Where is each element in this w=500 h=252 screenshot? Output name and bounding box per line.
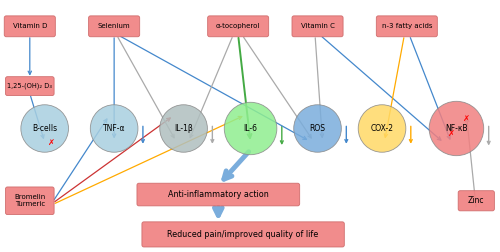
FancyBboxPatch shape (6, 187, 54, 215)
Text: B-cells: B-cells (32, 124, 57, 133)
Text: Reduced pain/improved quality of life: Reduced pain/improved quality of life (168, 230, 318, 239)
FancyBboxPatch shape (208, 16, 268, 37)
Text: n-3 fatty acids: n-3 fatty acids (382, 23, 432, 29)
Text: IL-6: IL-6 (244, 124, 258, 133)
FancyBboxPatch shape (458, 191, 494, 211)
Text: ✗: ✗ (447, 129, 454, 138)
Circle shape (224, 102, 277, 155)
FancyBboxPatch shape (292, 16, 343, 37)
Text: Anti-inflammatory action: Anti-inflammatory action (168, 190, 268, 199)
FancyBboxPatch shape (88, 16, 140, 37)
Text: Vitamin C: Vitamin C (300, 23, 334, 29)
Text: ✗: ✗ (462, 114, 469, 123)
FancyBboxPatch shape (142, 222, 344, 247)
Text: 1,25-(OH)₂ D₃: 1,25-(OH)₂ D₃ (8, 83, 52, 89)
Circle shape (160, 105, 208, 152)
Text: ROS: ROS (310, 124, 326, 133)
FancyBboxPatch shape (4, 16, 56, 37)
Circle shape (90, 105, 138, 152)
Text: Selenium: Selenium (98, 23, 130, 29)
Text: Bromelin
Turmeric: Bromelin Turmeric (14, 194, 46, 207)
Circle shape (21, 105, 68, 152)
Text: Zinc: Zinc (468, 196, 484, 205)
Text: α-tocopherol: α-tocopherol (216, 23, 260, 29)
Text: IL-1β: IL-1β (174, 124, 193, 133)
Circle shape (358, 105, 406, 152)
FancyBboxPatch shape (6, 77, 54, 96)
Text: TNF-α: TNF-α (103, 124, 126, 133)
Text: NF-κB: NF-κB (445, 124, 468, 133)
Text: COX-2: COX-2 (370, 124, 394, 133)
Circle shape (429, 101, 484, 156)
Text: ✗: ✗ (47, 138, 54, 147)
FancyBboxPatch shape (376, 16, 438, 37)
Text: Vitamin D: Vitamin D (12, 23, 47, 29)
FancyBboxPatch shape (137, 183, 300, 206)
Circle shape (294, 105, 342, 152)
